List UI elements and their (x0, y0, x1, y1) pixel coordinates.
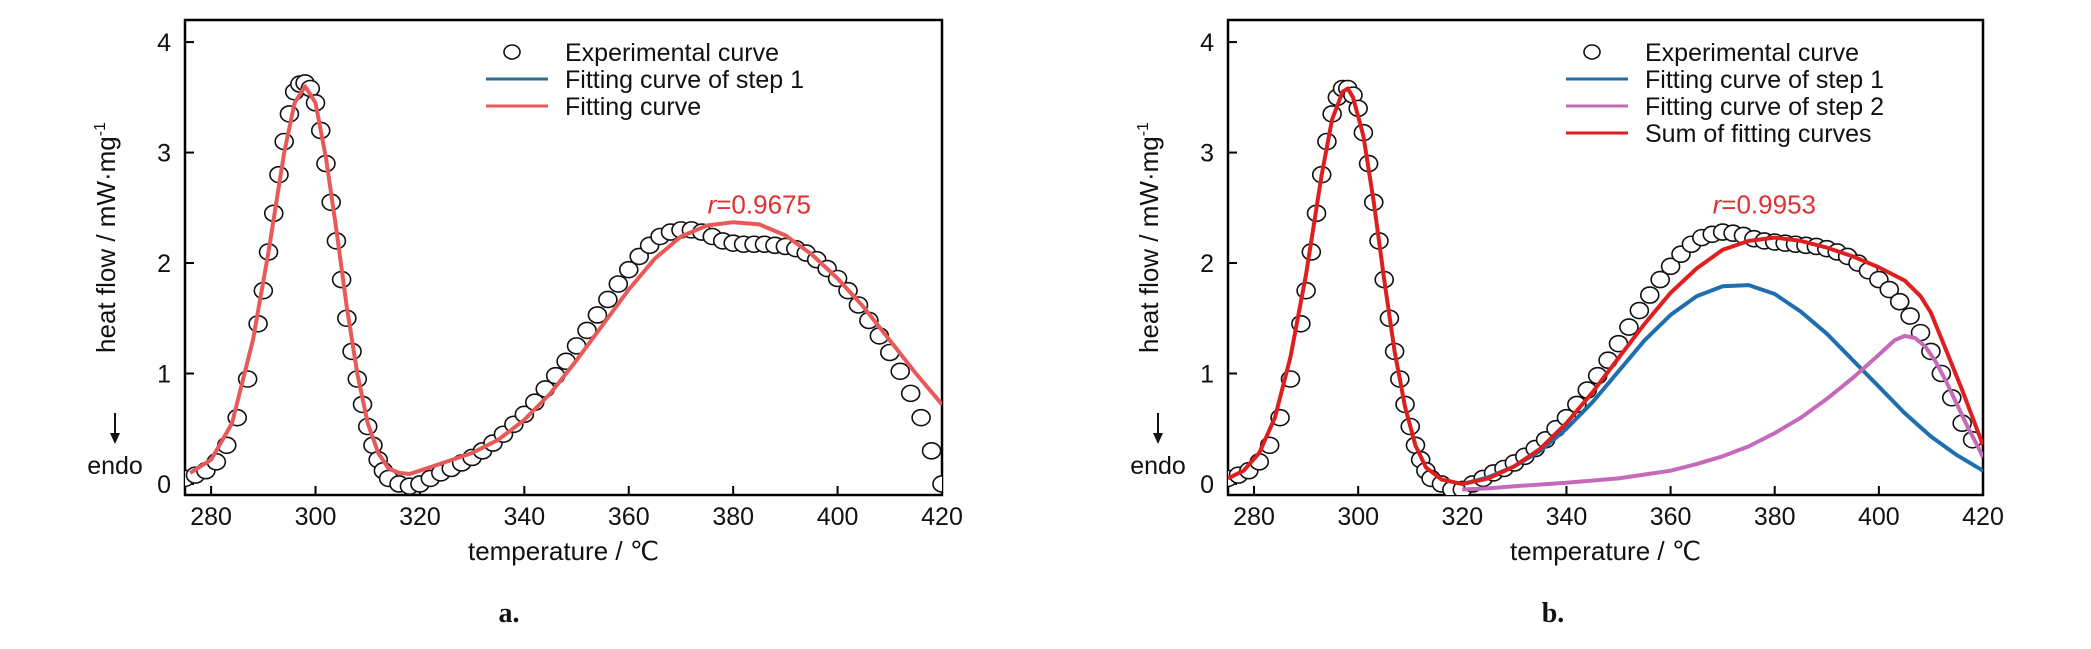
x-tick-label: 420 (921, 503, 963, 531)
x-axis-label: temperature / ℃ (468, 536, 659, 566)
y-axis-label: heat flow / mW·mg-1 (1134, 122, 1164, 353)
legend-label: Fitting curve of step 2 (1645, 93, 1884, 121)
data-point (1879, 280, 1900, 299)
endo-label: endo (1130, 452, 1186, 480)
endo-arrow-head-icon (1153, 433, 1163, 444)
y-tick-label: 0 (157, 471, 171, 499)
legend-label: Fitting curve of step 1 (565, 66, 804, 94)
y-tick-label: 4 (157, 29, 171, 57)
data-point (1619, 318, 1639, 336)
series-line (1228, 86, 1983, 486)
x-tick-label: 380 (1754, 503, 1796, 531)
x-tick-label: 320 (1441, 503, 1483, 531)
endo-label: endo (87, 452, 143, 480)
y-tick-label: 4 (1200, 29, 1214, 57)
r-annotation: r=0.9675 (708, 189, 811, 219)
x-axis-label: temperature / ℃ (1510, 536, 1701, 566)
data-point (1889, 292, 1910, 311)
endo-arrow-head-icon (110, 433, 120, 444)
data-point (629, 247, 650, 266)
x-tick-label: 320 (399, 503, 441, 531)
data-point (1660, 257, 1681, 276)
series-line (1461, 283, 1983, 486)
x-tick-label: 360 (1650, 503, 1692, 531)
data-point (1296, 281, 1316, 300)
data-point (598, 290, 618, 309)
data-point (577, 321, 597, 340)
data-point (921, 442, 942, 460)
x-tick-label: 300 (295, 503, 337, 531)
r-symbol: r (1713, 189, 1723, 219)
x-tick-label: 340 (503, 503, 545, 531)
legend-label: Experimental curve (1645, 39, 1859, 67)
legend-label: Experimental curve (565, 39, 779, 67)
legend-marker-icon (503, 44, 521, 60)
series-line (189, 84, 942, 476)
x-tick-label: 280 (190, 503, 232, 531)
y-tick-label: 3 (1200, 140, 1214, 168)
x-tick-label: 280 (1233, 503, 1275, 531)
y-tick-label: 2 (157, 250, 171, 278)
plot-frame (1226, 18, 1985, 497)
panel-b: 280 300 320 340 360 380 400 420 0 1 2 3 4 temperature… (1130, 18, 2004, 629)
panel-label: a. (499, 598, 520, 629)
x-tick-label: 420 (1962, 503, 2004, 531)
r-annotation: r=0.9953 (1713, 189, 1816, 219)
x-tick-label: 400 (817, 503, 859, 531)
y-tick-label: 2 (1200, 250, 1214, 278)
data-point (1900, 307, 1920, 325)
data-point (1639, 286, 1660, 304)
y-tick-label: 1 (1200, 360, 1214, 388)
data-point (900, 384, 921, 403)
y-axis-label-superscript: -1 (1135, 122, 1152, 136)
panel-label: b. (1542, 598, 1565, 629)
legend-label: Fitting curve (565, 93, 701, 121)
data-point (608, 275, 629, 293)
data-point (618, 260, 639, 279)
legend-marker-icon (1583, 44, 1601, 60)
plot-area (185, 74, 942, 495)
y-tick-label: 1 (157, 360, 171, 388)
x-tick-label: 360 (608, 503, 650, 531)
y-tick-label: 0 (1200, 471, 1214, 499)
legend-label: Sum of fitting curves (1645, 120, 1871, 148)
x-tick-label: 300 (1337, 503, 1379, 531)
plot-area (1228, 79, 1983, 495)
data-point (890, 362, 911, 381)
panel-a: 280 300 320 340 360 380 400 420 0 1 2 3 4 temperature… (87, 18, 963, 629)
plot-frame (183, 18, 944, 497)
series-line (1462, 333, 1983, 492)
y-axis-label-superscript: -1 (92, 122, 109, 136)
y-tick-label: 3 (157, 140, 171, 168)
x-tick-label: 380 (712, 503, 754, 531)
x-tick-label: 340 (1546, 503, 1588, 531)
data-point (1629, 301, 1650, 320)
data-point (911, 408, 931, 427)
y-axis-label: heat flow / mW·mg-1 (91, 122, 121, 353)
legend-label: Fitting curve of step 1 (1645, 66, 1884, 94)
r-symbol: r (708, 189, 718, 219)
data-point (1650, 270, 1670, 289)
x-tick-label: 400 (1858, 503, 1900, 531)
data-point (587, 306, 608, 324)
data-point (932, 475, 942, 493)
